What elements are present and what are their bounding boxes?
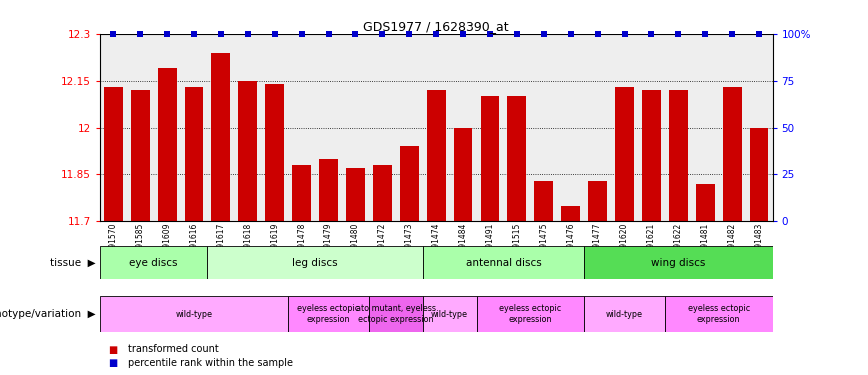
Text: wild-type: wild-type <box>431 310 468 318</box>
Bar <box>696 184 714 221</box>
Bar <box>239 81 257 221</box>
Bar <box>423 296 477 332</box>
Bar <box>723 87 741 221</box>
Bar <box>212 53 230 221</box>
Bar <box>207 246 423 279</box>
Bar <box>589 181 607 221</box>
Text: eyeless ectopic
expression: eyeless ectopic expression <box>298 304 359 324</box>
Bar <box>131 90 149 221</box>
Bar <box>423 246 584 279</box>
Text: wild-type: wild-type <box>175 310 213 318</box>
Text: transformed count: transformed count <box>128 345 219 354</box>
Text: ■: ■ <box>108 358 118 368</box>
Bar <box>373 165 391 221</box>
Text: eye discs: eye discs <box>129 258 178 267</box>
Bar <box>642 90 661 221</box>
Text: ato mutant, eyeless
ectopic expression: ato mutant, eyeless ectopic expression <box>356 304 436 324</box>
Bar <box>293 165 311 221</box>
Bar <box>427 90 445 221</box>
Bar <box>584 246 773 279</box>
Text: eyeless ectopic
expression: eyeless ectopic expression <box>687 304 750 324</box>
Text: eyeless ectopic
expression: eyeless ectopic expression <box>499 304 562 324</box>
Bar <box>319 159 338 221</box>
Text: ■: ■ <box>108 345 118 354</box>
Bar <box>669 90 687 221</box>
Bar <box>369 296 423 332</box>
Bar <box>288 296 369 332</box>
Bar <box>100 246 207 279</box>
Text: tissue  ▶: tissue ▶ <box>49 258 95 267</box>
Text: genotype/variation  ▶: genotype/variation ▶ <box>0 309 95 319</box>
Bar <box>584 296 665 332</box>
Bar <box>454 128 472 221</box>
Bar <box>615 87 634 221</box>
Bar <box>100 296 288 332</box>
Bar <box>665 296 773 332</box>
Bar <box>400 146 418 221</box>
Bar <box>508 96 526 221</box>
Text: antennal discs: antennal discs <box>465 258 542 267</box>
Bar <box>104 87 122 221</box>
Text: percentile rank within the sample: percentile rank within the sample <box>128 358 293 368</box>
Title: GDS1977 / 1628390_at: GDS1977 / 1628390_at <box>364 20 509 33</box>
Bar <box>346 168 365 221</box>
Bar <box>562 206 580 221</box>
Bar <box>158 68 176 221</box>
Bar <box>481 96 499 221</box>
Bar <box>750 128 768 221</box>
Text: wild-type: wild-type <box>606 310 643 318</box>
Bar <box>185 87 203 221</box>
Bar <box>266 84 284 221</box>
Bar <box>477 296 584 332</box>
Text: wing discs: wing discs <box>651 258 706 267</box>
Bar <box>535 181 553 221</box>
Text: leg discs: leg discs <box>293 258 338 267</box>
